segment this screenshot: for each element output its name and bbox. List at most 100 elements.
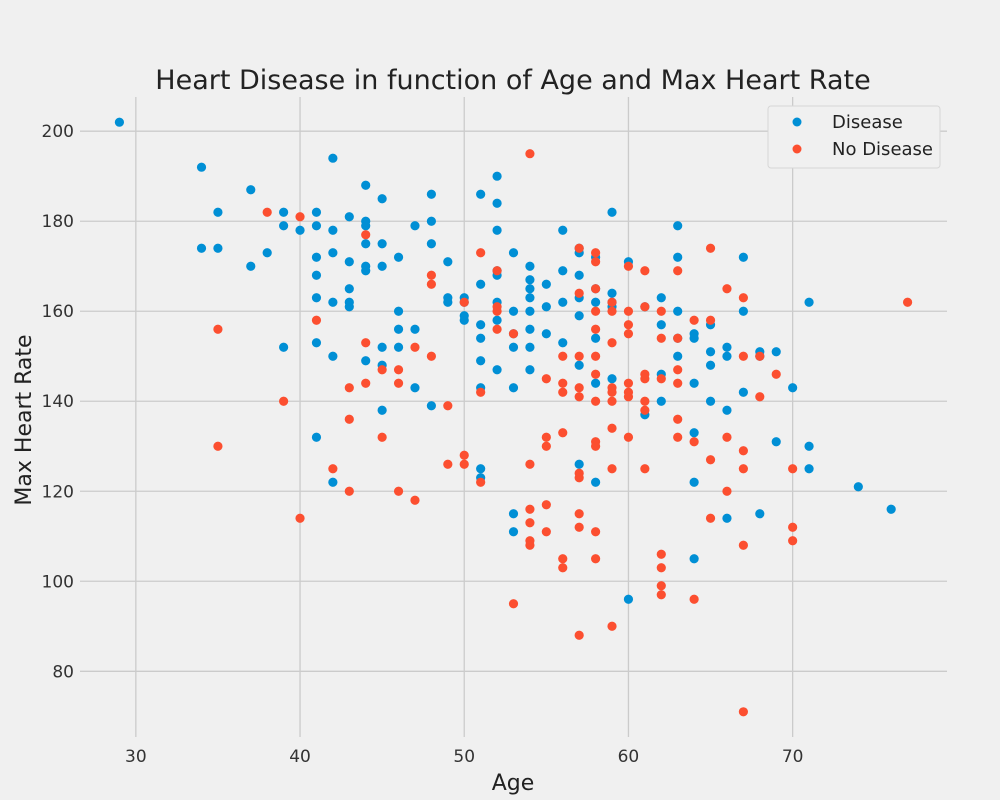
point-no-disease bbox=[393, 486, 404, 496]
point-no-disease bbox=[525, 540, 535, 550]
x-axis-label: Age bbox=[492, 771, 535, 796]
y-tick-label: 200 bbox=[42, 122, 74, 142]
plot-area bbox=[80, 97, 947, 737]
point-no-disease bbox=[295, 212, 305, 222]
point-disease bbox=[459, 315, 469, 325]
point-no-disease bbox=[656, 549, 666, 559]
point-disease bbox=[426, 189, 436, 199]
point-disease bbox=[771, 347, 781, 357]
legend-label-disease: Disease bbox=[832, 112, 903, 133]
point-disease bbox=[393, 252, 404, 262]
point-disease bbox=[656, 396, 666, 406]
point-disease bbox=[311, 432, 322, 442]
point-no-disease bbox=[623, 306, 634, 316]
point-no-disease bbox=[426, 279, 436, 289]
point-disease bbox=[492, 365, 502, 375]
y-axis-label: Max Heart Rate bbox=[12, 334, 37, 505]
point-disease bbox=[377, 194, 387, 204]
point-no-disease bbox=[213, 441, 223, 451]
point-disease bbox=[558, 266, 568, 276]
point-no-disease bbox=[738, 707, 748, 717]
point-no-disease bbox=[426, 270, 436, 280]
point-no-disease bbox=[738, 446, 748, 456]
point-no-disease bbox=[722, 486, 732, 496]
point-no-disease bbox=[640, 266, 650, 276]
point-no-disease bbox=[673, 333, 683, 343]
point-disease bbox=[853, 482, 863, 492]
point-disease bbox=[361, 180, 371, 190]
point-disease bbox=[426, 401, 436, 411]
point-disease bbox=[591, 297, 601, 307]
point-no-disease bbox=[738, 464, 748, 474]
y-tick-labels: 80 100 120 140 160 180 200 bbox=[42, 122, 74, 682]
point-no-disease bbox=[377, 365, 387, 375]
point-disease bbox=[525, 342, 535, 352]
point-no-disease bbox=[673, 365, 683, 375]
point-no-disease bbox=[525, 518, 535, 528]
point-no-disease bbox=[640, 464, 650, 474]
point-no-disease bbox=[738, 293, 748, 303]
point-no-disease bbox=[377, 432, 387, 442]
point-no-disease bbox=[623, 320, 634, 330]
point-no-disease bbox=[755, 392, 765, 402]
point-disease bbox=[328, 248, 338, 258]
point-disease bbox=[607, 288, 617, 298]
x-tick-label: 50 bbox=[453, 747, 475, 767]
point-no-disease bbox=[623, 261, 634, 271]
point-disease bbox=[722, 513, 732, 523]
point-no-disease bbox=[656, 563, 666, 573]
point-disease bbox=[738, 252, 748, 262]
point-disease bbox=[377, 405, 387, 415]
point-disease bbox=[525, 293, 535, 303]
point-disease bbox=[722, 342, 732, 352]
point-disease bbox=[344, 302, 354, 312]
y-tick-label: 120 bbox=[42, 482, 74, 502]
point-no-disease bbox=[607, 306, 617, 316]
point-disease bbox=[738, 387, 748, 397]
point-no-disease bbox=[591, 396, 601, 406]
point-disease bbox=[722, 351, 732, 361]
point-disease bbox=[295, 225, 305, 235]
point-disease bbox=[492, 315, 502, 325]
legend-label-no-disease: No Disease bbox=[832, 139, 933, 160]
point-no-disease bbox=[607, 621, 617, 631]
point-disease bbox=[541, 302, 551, 312]
point-disease bbox=[311, 270, 322, 280]
point-disease bbox=[492, 225, 502, 235]
point-no-disease bbox=[558, 351, 568, 361]
point-no-disease bbox=[788, 536, 798, 546]
point-disease bbox=[886, 504, 896, 514]
point-disease bbox=[656, 320, 666, 330]
point-no-disease bbox=[673, 414, 683, 424]
point-no-disease bbox=[459, 459, 469, 469]
point-no-disease bbox=[410, 495, 420, 505]
point-disease bbox=[656, 293, 666, 303]
point-disease bbox=[591, 477, 601, 487]
point-disease bbox=[328, 225, 338, 235]
point-no-disease bbox=[689, 437, 699, 447]
point-disease bbox=[262, 248, 272, 258]
y-tick-label: 100 bbox=[42, 572, 74, 592]
point-disease bbox=[574, 360, 584, 370]
point-no-disease bbox=[623, 378, 634, 388]
point-disease bbox=[607, 207, 617, 217]
point-disease bbox=[361, 239, 371, 249]
point-no-disease bbox=[640, 374, 650, 384]
legend: Disease No Disease bbox=[767, 105, 941, 169]
point-no-disease bbox=[443, 401, 453, 411]
point-no-disease bbox=[393, 365, 404, 375]
point-no-disease bbox=[623, 392, 634, 402]
point-disease bbox=[344, 257, 354, 267]
point-no-disease bbox=[525, 459, 535, 469]
point-disease bbox=[213, 207, 223, 217]
point-no-disease bbox=[607, 297, 617, 307]
point-disease bbox=[525, 324, 535, 334]
point-disease bbox=[213, 243, 223, 253]
point-disease bbox=[525, 365, 535, 375]
point-disease bbox=[328, 153, 338, 163]
point-disease bbox=[558, 338, 568, 348]
point-no-disease bbox=[574, 351, 584, 361]
point-no-disease bbox=[788, 522, 798, 532]
point-no-disease bbox=[788, 464, 798, 474]
